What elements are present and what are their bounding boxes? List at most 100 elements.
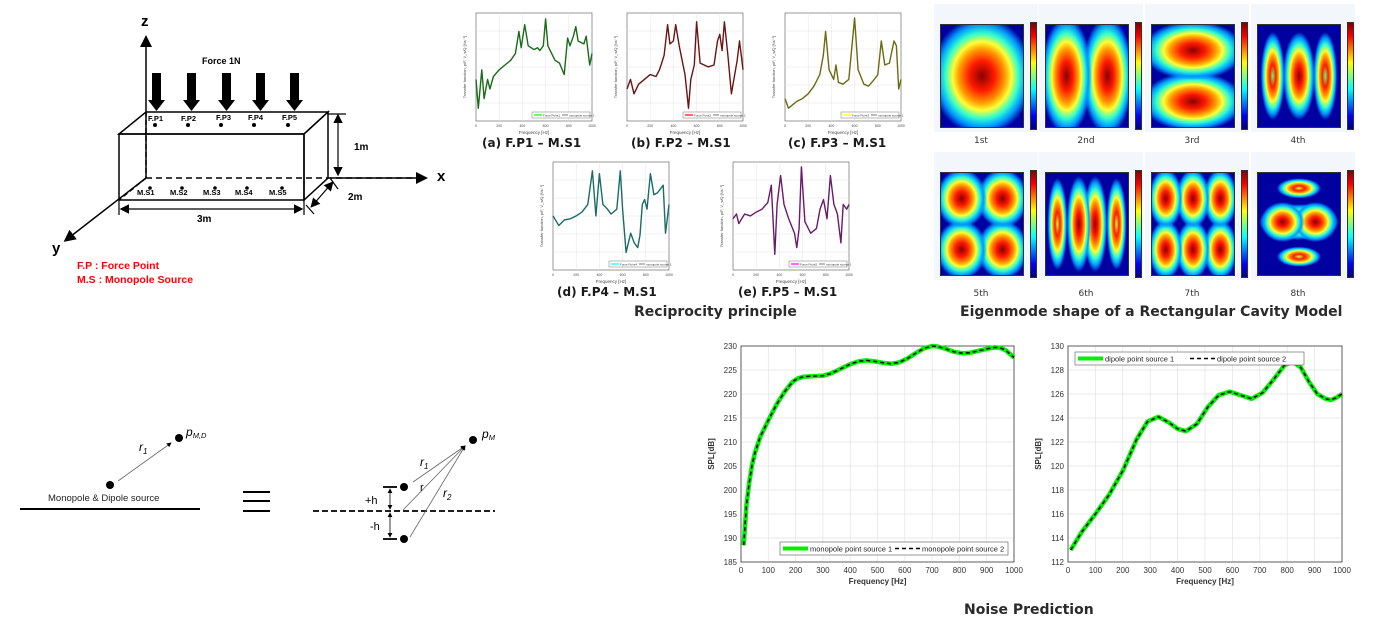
caption-a: (a) F.P1 – M.S1 <box>482 136 582 150</box>
x-tick-label: 600 <box>800 273 806 277</box>
caption-b: (b) F.P2 – M.S1 <box>631 136 731 150</box>
eigenmode-label: 4th <box>1290 136 1306 146</box>
length-dimension: 3m <box>197 214 212 225</box>
lower-source-point <box>400 535 408 543</box>
y-tick-label: 128 <box>1051 366 1065 375</box>
source-equivalence-diagram: Monopole & Dipole source r1 pM,D pM r1 r… <box>20 425 496 543</box>
x-tick-label: 800 <box>953 566 967 575</box>
transfer-function-trace <box>552 170 670 254</box>
chart-legend <box>840 111 900 119</box>
eigenmode-label: 5th <box>973 289 989 299</box>
eigenmode-heatmap <box>1045 24 1129 128</box>
x-axis-label: Frequency [Hz] <box>849 577 907 586</box>
x-tick-label: 600 <box>898 566 912 575</box>
x-tick-label: 700 <box>1253 566 1267 575</box>
eigenmode-heatmap <box>1257 172 1341 276</box>
x-tick-label: 600 <box>694 124 700 128</box>
y-tick-label: 116 <box>1051 510 1064 519</box>
x-axis-label: Frequency [Hz] <box>670 130 701 135</box>
legend-label: Force Point1 <box>543 114 560 118</box>
x-tick-label: 400 <box>828 124 834 128</box>
y-tick-label: 112 <box>1051 558 1064 567</box>
height-dimension: 1m <box>354 142 369 153</box>
legend-label: dipole point source 1 <box>1105 355 1174 364</box>
caption-c: (c) F.P3 – M.S1 <box>788 136 887 150</box>
eigenmode-heatmap <box>1151 24 1235 128</box>
legend-label: Force Point5 <box>800 263 817 267</box>
caption-d: (d) F.P4 – M.S1 <box>557 285 657 299</box>
x-tick-label: 400 <box>776 273 782 277</box>
y-axis-label: Transfer function, p/F, V_s/Q [Ns⁻¹] <box>539 185 544 247</box>
reciprocity-title: Reciprocity principle <box>634 304 797 320</box>
colorbar <box>1030 22 1037 130</box>
chart-legend: monopole point source 1 monopole point so… <box>779 541 1009 556</box>
y-tick-label: 220 <box>724 390 738 399</box>
eigenmode-heatmap <box>940 172 1024 276</box>
svg-text:pM: pM <box>481 427 496 442</box>
colorbar <box>1135 22 1142 130</box>
caption-e: (e) F.P5 – M.S1 <box>738 285 838 299</box>
y-axis-label: SPL[dB] <box>707 438 716 470</box>
x-tick-label: 100 <box>1089 566 1103 575</box>
transfer-function-chart: 0 200 400 600 800 1000 Frequency [Hz] Transfer … <box>613 12 747 135</box>
x-tick-label: 200 <box>805 124 811 128</box>
x-tick-label: 1000 <box>897 124 905 128</box>
svg-text:r1: r1 <box>420 455 428 471</box>
legend-label: monopole source 1 <box>569 114 595 118</box>
legend-label: monopole source 1 <box>646 263 672 267</box>
x-tick-label: 1000 <box>665 273 673 277</box>
svg-text:r2: r2 <box>443 486 452 502</box>
x-tick-label: 100 <box>762 566 776 575</box>
x-tick-label: 1000 <box>1005 566 1023 575</box>
eigenmode-heatmap <box>1257 24 1341 128</box>
box-diagram: z x y Force 1N F.P1 F.P2 F.P3 F.P4 F.P5 … <box>52 13 446 286</box>
eigenmode-label: 3rd <box>1184 136 1200 146</box>
legend-label: Force Point3 <box>852 114 869 118</box>
depth-dimension: 2m <box>348 192 363 203</box>
r-label: r <box>420 482 424 494</box>
x-tick-label: 400 <box>596 273 602 277</box>
x-tick-label: 1000 <box>739 124 747 128</box>
x-tick-label: 0 <box>739 566 744 575</box>
legend-label: monopole source 1 <box>720 114 746 118</box>
x-tick-label: 500 <box>1198 566 1212 575</box>
equivalence-symbol <box>243 491 270 512</box>
eigenmode-label: 6th <box>1078 289 1094 299</box>
y-tick-label: 225 <box>724 366 738 375</box>
x-tick-label: 900 <box>1308 566 1322 575</box>
x-tick-label: 400 <box>1171 566 1185 575</box>
y-tick-label: 185 <box>724 558 738 567</box>
reciprocity-charts: 0 200 400 600 800 1000 Frequency [Hz] Transfer … <box>462 12 905 284</box>
monopole-source-label: M.S2 <box>170 188 188 197</box>
y-tick-label: 118 <box>1051 486 1064 495</box>
x-tick-label: 600 <box>1226 566 1240 575</box>
eigenmode-label: 7th <box>1184 289 1200 299</box>
r1-vector <box>117 442 172 482</box>
series-line-2 <box>742 345 1015 546</box>
y-axis-label: Transfer function, p/F, V_s/Q [Ns⁻¹] <box>462 36 467 98</box>
transfer-function-chart: 0 200 400 600 800 1000 Frequency [Hz] Transfer … <box>719 161 853 284</box>
y-tick-label: 230 <box>724 342 738 351</box>
legend-label: monopole source 1 <box>878 114 904 118</box>
force-point-label: F.P2 <box>181 114 196 123</box>
legend-label: Force Point2 <box>694 114 711 118</box>
legend-label: monopole point source 2 <box>922 545 1004 554</box>
colorbar <box>1241 22 1248 130</box>
plus-h-label: +h <box>365 495 378 507</box>
y-tick-label: 126 <box>1051 390 1065 399</box>
eigenmode-heatmap <box>940 24 1024 128</box>
chart-legend: dipole point source 1 dipole point source… <box>1074 351 1305 366</box>
y-axis-label: y <box>52 240 61 257</box>
x-tick-label: 1000 <box>845 273 853 277</box>
y-tick-label: 114 <box>1051 534 1064 543</box>
y-tick-label: 205 <box>724 462 738 471</box>
y-axis-label: SPL[dB] <box>1034 438 1043 470</box>
x-tick-label: 600 <box>852 124 858 128</box>
x-tick-label: 0 <box>784 124 786 128</box>
x-tick-label: 200 <box>496 124 502 128</box>
eigenmode-label: 1st <box>974 136 988 146</box>
y-axis-label: Transfer function, p/F, V_s/Q [Ns⁻¹] <box>719 185 724 247</box>
x-tick-label: 300 <box>816 566 830 575</box>
force-point-label: F.P1 <box>148 114 163 123</box>
r1-right-label: r <box>420 455 425 469</box>
